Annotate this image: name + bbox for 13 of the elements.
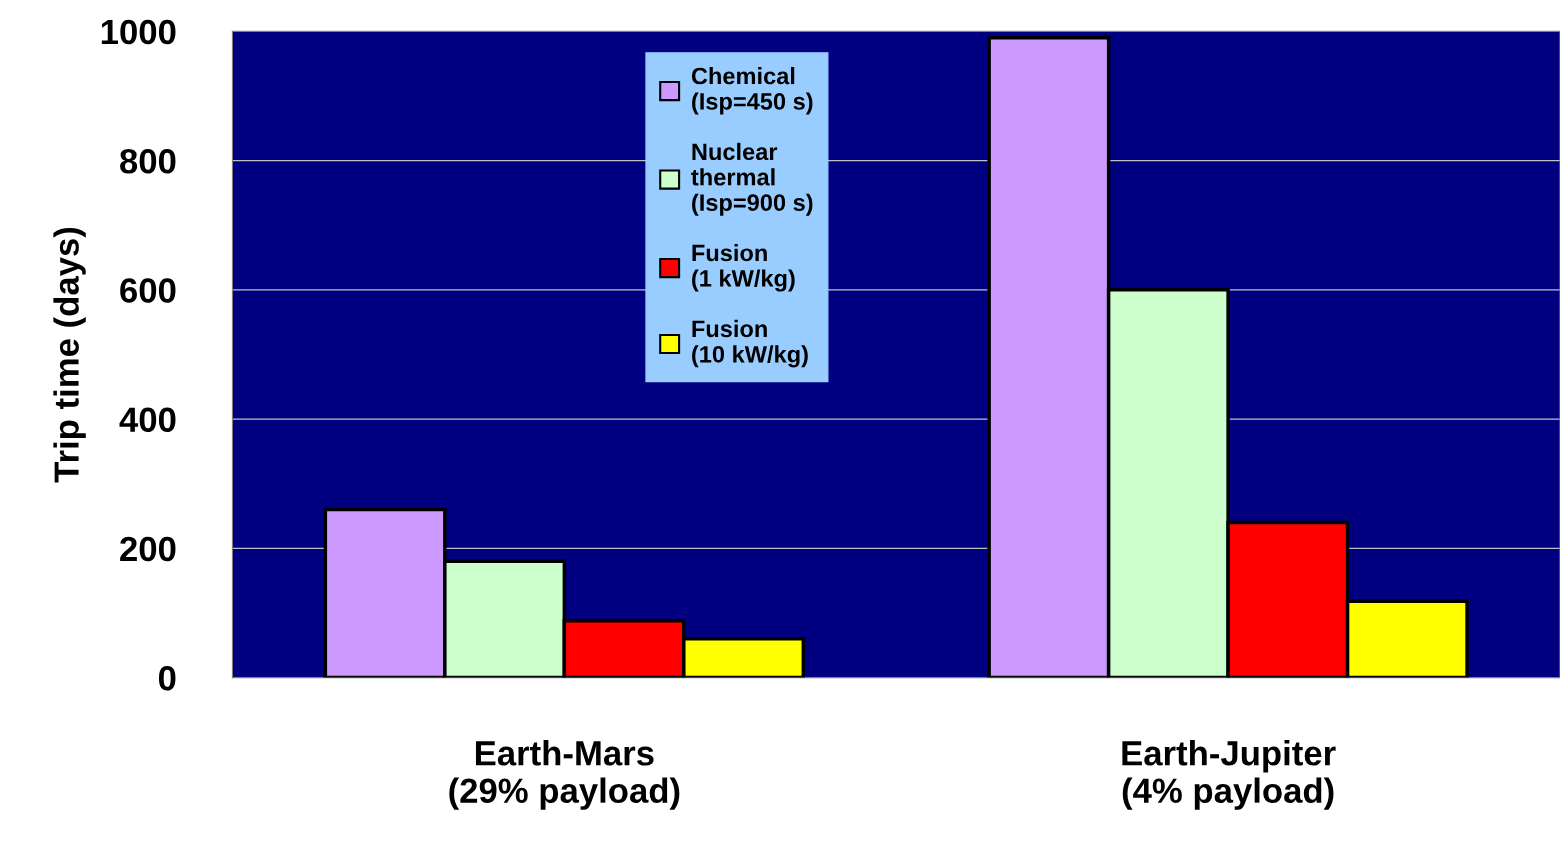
legend-label: Chemical (Isp=450 s): [691, 67, 813, 115]
x-tick-label: Earth-Jupiter (4% payload): [1122, 740, 1336, 810]
legend-label: Fusion (10 kW/kg): [692, 319, 808, 368]
legend-label: Nuclear thermal (Isp=900 s): [691, 142, 813, 216]
legend-label: Fusion (1 kW/kg): [692, 243, 795, 292]
y-tick-label: 1000: [101, 19, 176, 45]
y-tick-label: 600: [120, 278, 176, 303]
y-tick-label: 0: [158, 665, 176, 691]
y-tick-label: 400: [119, 407, 176, 433]
y-tick-label: 800: [120, 148, 176, 174]
y-axis-title: Trip time (days): [53, 227, 86, 483]
x-tick-label: Earth-Mars (29% payload): [449, 740, 680, 810]
y-tick-label: 200: [120, 536, 176, 562]
